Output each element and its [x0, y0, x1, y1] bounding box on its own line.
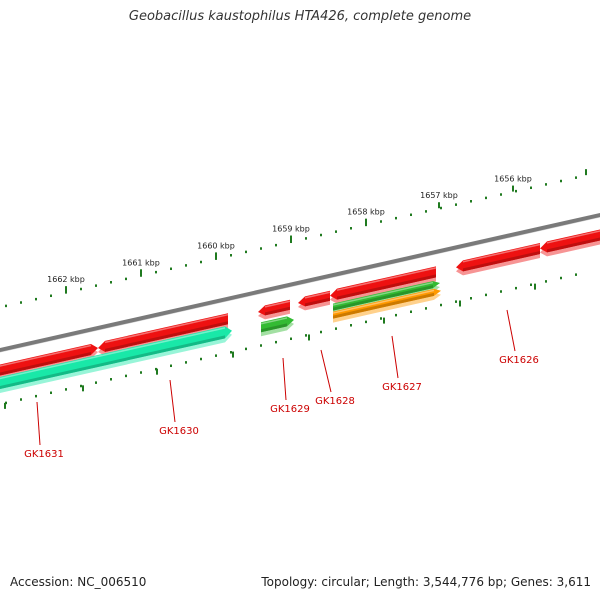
gene-arrow-red-body [98, 313, 228, 352]
scale-label: 1661 kbp [122, 258, 160, 267]
gene-arrow-green-edge [261, 323, 287, 333]
gene-arrow-red-edge [265, 306, 290, 316]
gene-label: GK1628 [315, 396, 355, 407]
gene-arrow-cyan [0, 326, 232, 393]
scale-label: 1656 kbp [494, 175, 532, 184]
gene-arrow-red [298, 290, 331, 311]
gene-arrow-red [330, 266, 437, 304]
gene-arrow-cyan-highlight [0, 327, 226, 380]
gene-arrow-red-edge [547, 237, 600, 253]
outer-scale-ticks [5, 169, 587, 308]
map-title: Geobacillus kaustophilus HTA426, complet… [128, 9, 472, 24]
scale-label: 1662 kbp [47, 275, 85, 284]
scale-label: 1657 kbp [420, 191, 458, 200]
scale-label: 1660 kbp [197, 241, 235, 250]
gene-label: GK1629 [270, 404, 310, 415]
gene-arrow-red-highlight [0, 344, 92, 367]
scale-label: 1659 kbp [272, 225, 310, 234]
gene-arrow-red-edge [337, 274, 436, 300]
gene-arrow-red-edge [463, 251, 540, 272]
gene-label: GK1630 [159, 426, 199, 437]
gene-arrow-orange-edge [333, 292, 434, 319]
gene-arrow-red-highlight [104, 313, 229, 344]
genome-backbone [0, 212, 600, 353]
inner-scale-ticks [4, 273, 577, 409]
gene-leader-line [282, 357, 287, 401]
gene-arrow-cyan-edge [0, 335, 225, 389]
scale-label: 1658 kbp [347, 208, 385, 217]
gene-arrow-green [260, 316, 294, 337]
gene-leader-line [320, 349, 332, 393]
gene-arrow-red-highlight [304, 291, 331, 299]
gene-arrow-red-body [540, 229, 600, 253]
gene-arrow-red-edge [0, 352, 91, 376]
gene-label: GK1626 [499, 355, 539, 366]
gene-arrow-red-edge [105, 321, 228, 352]
genome-backbone-group [0, 212, 600, 353]
gene-arrow-green-highlight [260, 317, 288, 325]
gene-arrow-red [456, 243, 541, 276]
gene-arrow-red [540, 229, 600, 257]
genome-stats-text: Topology: circular; Length: 3,544,776 bp… [261, 575, 591, 589]
gene-arrow-red-highlight [264, 300, 291, 308]
gene-arrow-red-body [456, 243, 540, 272]
gene-arrow-red-highlight [336, 267, 437, 291]
genes-group [0, 229, 600, 393]
gene-leader-line [169, 379, 176, 423]
gene-arrow-red-edge [305, 297, 330, 307]
scale-labels-group: 1662 kbp 1661 kbp 1660 kbp 1659 kbp 1658 kbp… [47, 175, 532, 285]
gene-labels-group: GK1631 GK1630 GK1629 GK1628 GK1627 GK1626 [24, 309, 539, 460]
gene-arrow-orange [332, 288, 441, 323]
accession-text: Accession: NC_006510 [10, 575, 147, 589]
gene-label: GK1631 [24, 449, 64, 460]
gene-label: GK1627 [382, 382, 422, 393]
gene-arrow-red [98, 313, 229, 356]
gene-leader-line [36, 401, 41, 446]
gene-arrow-red-body [330, 266, 436, 300]
gene-arrow-green-highlight [332, 281, 434, 306]
gene-arrow-orange-highlight [332, 289, 435, 314]
gene-leader-line [506, 309, 516, 352]
gene-arrow-red-highlight [462, 243, 541, 263]
gene-arrow-red [258, 299, 291, 320]
gene-arrow-green-edge [333, 285, 433, 311]
gene-leader-line [391, 335, 399, 379]
